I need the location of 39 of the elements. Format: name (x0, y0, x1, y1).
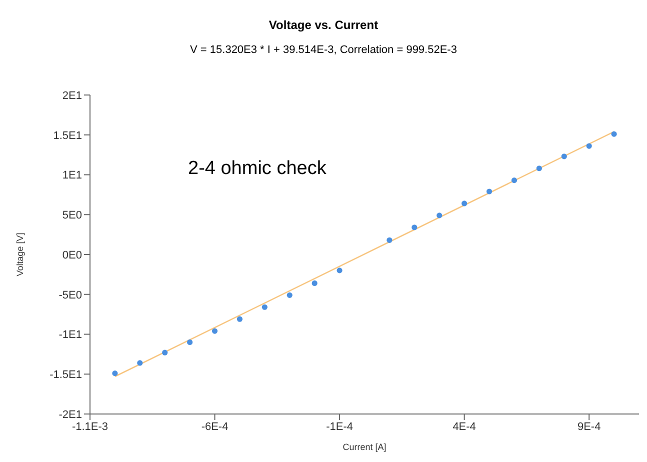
point (536, 166, 542, 172)
point (486, 188, 492, 194)
chart-subtitle: V = 15.320E3 * I + 39.514E-3, Correlation = 999.52E-3 (189, 44, 458, 56)
y-axis-title: Voltage [V] (15, 232, 26, 276)
y-tick-label: -1.5E1 (50, 369, 82, 382)
point (236, 316, 243, 322)
y-tick-label: 1.5E1 (53, 130, 82, 142)
chart-title: Voltage vs. Current (268, 18, 380, 32)
y-tick-label: -2E1 (58, 408, 82, 421)
x-tick-label: -1E-4 (326, 420, 353, 433)
x-tick-label: 9E-4 (577, 420, 601, 433)
point (412, 224, 418, 230)
y-tick-label: 0E0 (62, 249, 82, 262)
point (286, 292, 292, 298)
point (112, 370, 118, 376)
point (586, 143, 592, 149)
point (312, 280, 318, 286)
x-tick-label: 4E-4 (452, 420, 476, 433)
point (187, 339, 193, 346)
y-tick-label: -5E0 (58, 289, 82, 302)
point (462, 200, 468, 206)
point (336, 268, 342, 274)
x-tick-label: -6E-4 (201, 420, 228, 433)
x-tick-label: -1.1E-3 (72, 420, 108, 433)
point (262, 304, 268, 310)
point (386, 237, 392, 243)
point (212, 328, 218, 334)
y-tick-label: -1E1 (58, 329, 82, 342)
x-axis-title: Current [A] (342, 442, 386, 452)
point (436, 212, 442, 218)
point (137, 360, 143, 366)
point (611, 131, 617, 137)
y-tick-label: 2E1 (62, 90, 82, 102)
point (162, 350, 168, 356)
point (561, 154, 567, 160)
annotation: 2-4 ohmic check (188, 158, 326, 180)
y-tick-label: 5E0 (62, 210, 82, 222)
y-tick-label: 1E1 (62, 170, 82, 182)
point (511, 178, 518, 184)
